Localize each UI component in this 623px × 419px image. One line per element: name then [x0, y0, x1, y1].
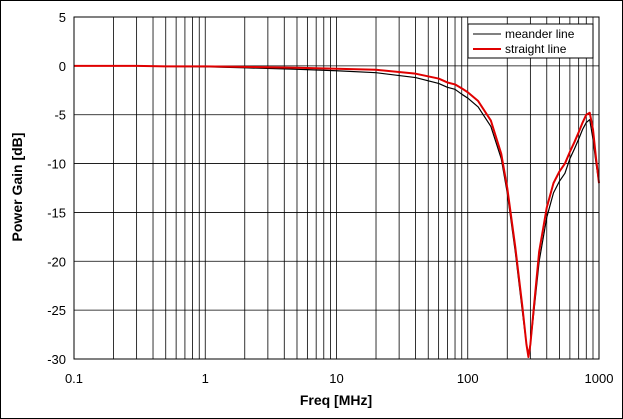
legend: meander line straight line [467, 23, 594, 59]
x-tick-label: 1 [202, 371, 209, 386]
y-tick-label: -25 [47, 303, 66, 318]
x-tick-label: 10 [329, 371, 343, 386]
legend-box [467, 23, 594, 59]
y-tick-label: -10 [47, 157, 66, 172]
y-tick-label: 0 [59, 59, 66, 74]
series-line-straight-line [74, 64, 600, 359]
y-tick-label: 5 [59, 10, 66, 25]
y-axis-label: Power Gain [dB] [9, 133, 25, 242]
x-tick-label: 1000 [585, 371, 614, 386]
y-tick-label: -20 [47, 254, 66, 269]
plot-area-border [73, 16, 600, 360]
series-layer [74, 64, 600, 359]
y-tick-label: -30 [47, 352, 66, 367]
legend-label-straight-line: straight line [505, 42, 567, 56]
y-tick-label: -5 [54, 108, 66, 123]
legend-label-meander-line: meander line [505, 27, 575, 41]
x-tick-label: 0.1 [65, 371, 83, 386]
y-tick-label: -15 [47, 205, 66, 220]
x-axis-label: Freq [MHz] [300, 392, 372, 408]
tick-labels: 0.1 1 10 100 1000 5 0 -5 -10 -15 -20 -25 -30 [47, 10, 613, 386]
x-tick-label: 100 [457, 371, 479, 386]
